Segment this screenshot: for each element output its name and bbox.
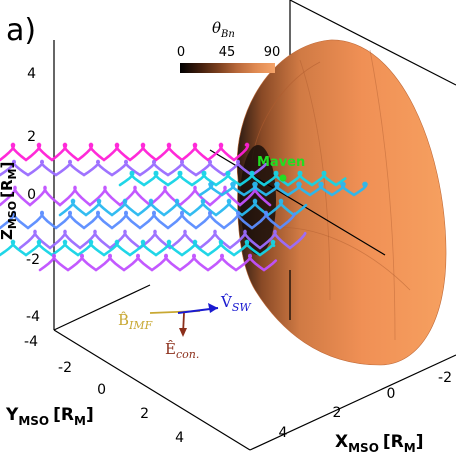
y-tick: -2 [58, 360, 72, 376]
e-con-arrowhead [179, 328, 187, 337]
maven-dot [279, 174, 287, 182]
trajectory-line [0, 239, 276, 257]
colorbar-tick: 0 [177, 45, 185, 60]
z-tick: -4 [26, 309, 40, 325]
z-axis-ticks: 4 2 0 -2 -4 [26, 66, 40, 325]
y-tick: -4 [24, 334, 38, 350]
bow-shock-surface [236, 39, 447, 366]
trajectory-line [198, 181, 368, 197]
x-tick: -2 [438, 370, 452, 386]
y-tick: 2 [140, 406, 149, 422]
inner-axis-lines [209, 149, 386, 320]
v-sw-label: V̂SW [220, 293, 252, 314]
v-sw-arrowhead [208, 303, 218, 313]
b-imf-label: B̂IMF [118, 311, 153, 332]
trajectories [0, 142, 368, 272]
trajectory-line [0, 210, 296, 230]
e-con-label: Êcon. [165, 340, 199, 361]
trajectory-line [0, 142, 250, 162]
colorbar-title: θBn [212, 19, 235, 40]
spacecraft-marker: Maven [257, 155, 305, 182]
y-tick: 4 [175, 430, 184, 446]
z-axis-label: ZMSO[RM] [0, 162, 19, 240]
trajectory-line [58, 198, 308, 217]
maven-label: Maven [257, 155, 305, 170]
trajectory-line [0, 185, 272, 207]
y-axis-label: YMSO [RM] [5, 405, 94, 428]
vector-arrows: B̂IMF V̂SW Êcon. [118, 293, 252, 361]
colorbar-tick: 90 [264, 45, 281, 60]
trajectory-line [18, 229, 307, 250]
x-axis-ticks: 4 2 0 -2 [279, 370, 452, 441]
x-tick: 2 [333, 405, 342, 421]
y-axis-ticks: -4 -2 0 2 4 [24, 334, 184, 446]
floor-edge-left [53, 284, 151, 331]
trajectory-line [38, 253, 278, 272]
z-tick: -2 [26, 252, 40, 268]
back-top-edge [289, 0, 456, 86]
floor-edge-front [53, 329, 251, 451]
floor-edge-right [249, 354, 456, 451]
z-tick: 2 [27, 129, 36, 145]
z-tick: 4 [27, 66, 36, 82]
colorbar-tick: 45 [219, 45, 236, 60]
x-tick: 4 [279, 425, 288, 441]
trajectory-line [0, 159, 268, 177]
x-axis-label: XMSO [RM] [335, 432, 424, 455]
colorbar: θBn 0 45 90 [177, 19, 280, 73]
colorbar-gradient [180, 63, 275, 73]
panel-label: a) [6, 13, 36, 48]
trajectory-line [118, 170, 347, 187]
y-tick: 0 [97, 382, 106, 398]
x-tick: 0 [387, 386, 396, 402]
z-tick: 0 [27, 187, 36, 203]
